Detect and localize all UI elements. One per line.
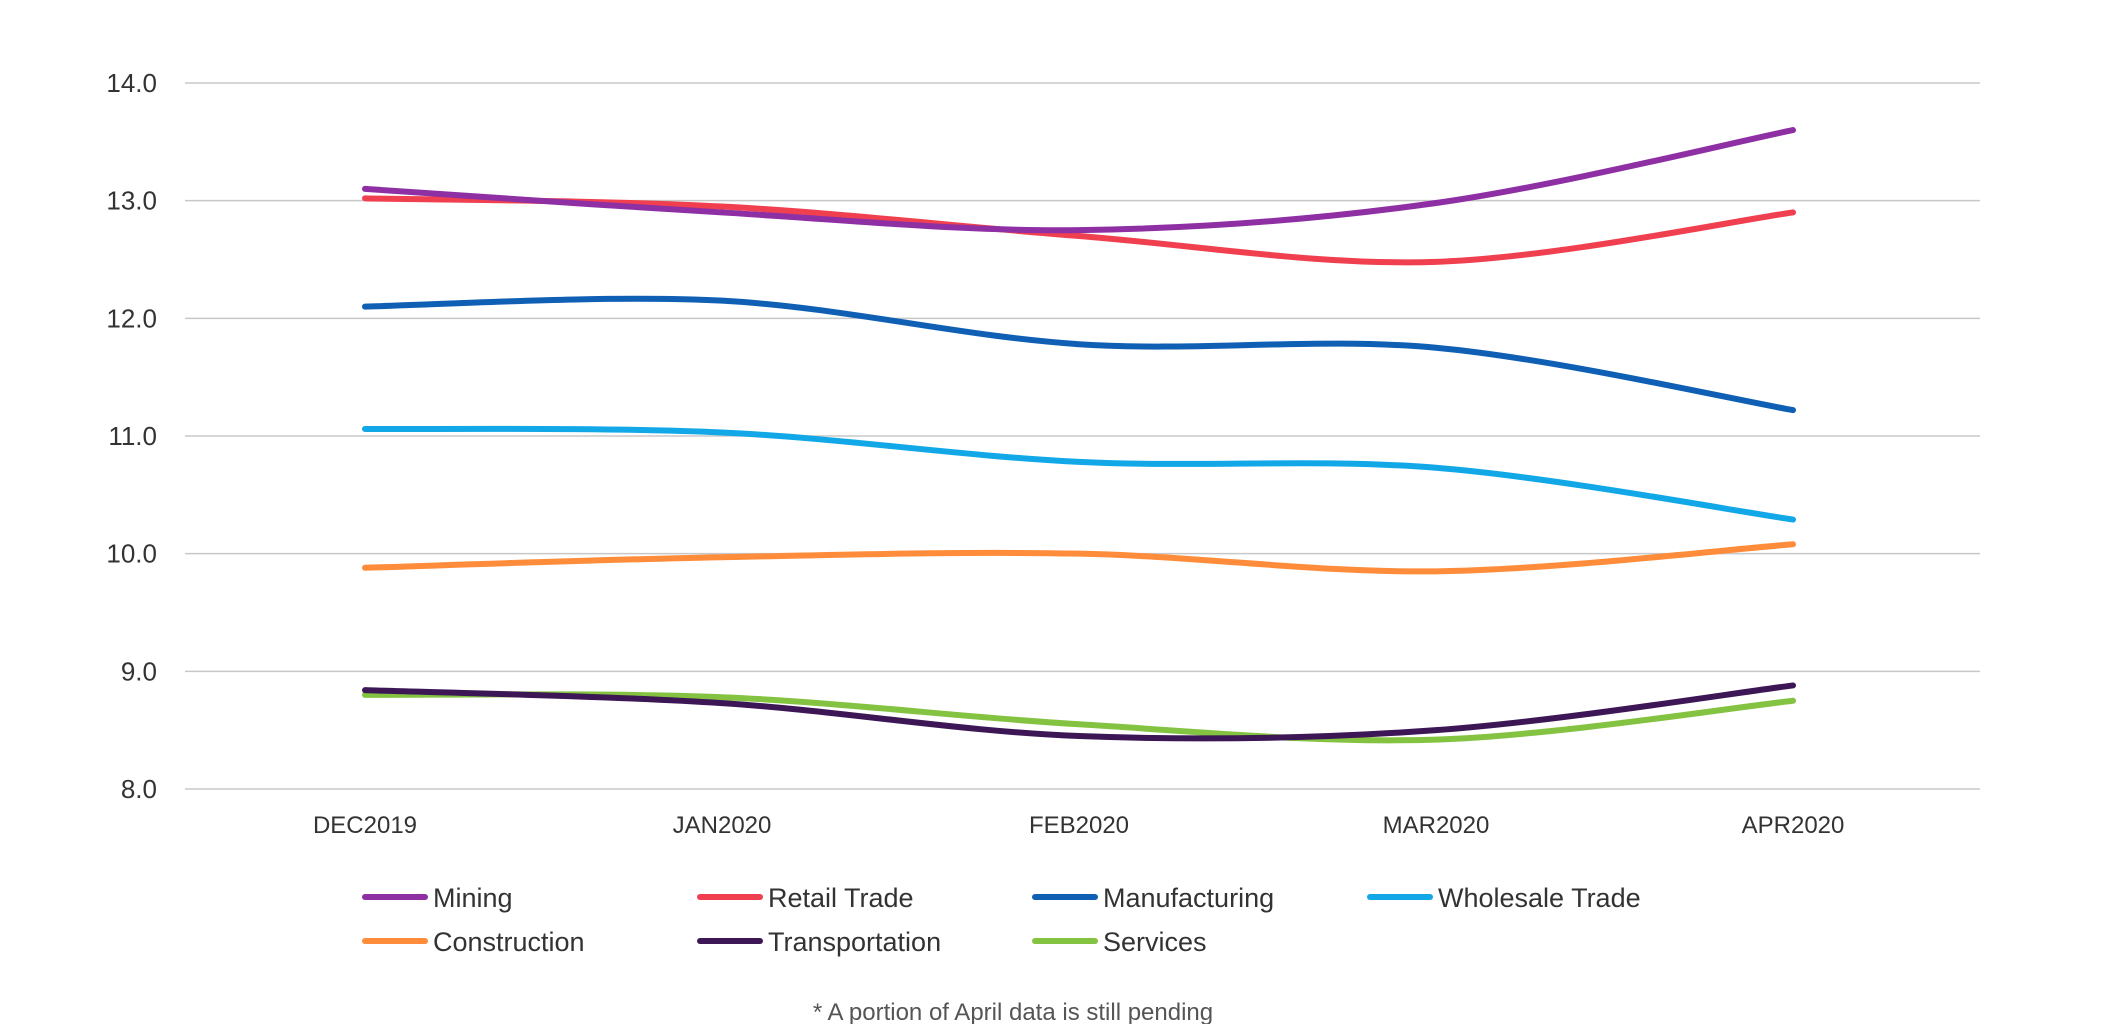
y-tick-label: 10.0 [106,539,157,569]
y-tick-label: 13.0 [106,186,157,216]
legend-label: Manufacturing [1103,883,1274,913]
legend-label: Retail Trade [768,883,914,913]
series-line-mining [362,127,1796,234]
legend-label: Mining [433,883,513,913]
gridlines [185,82,1980,790]
series-line-transportation [362,682,1796,742]
legend-label: Wholesale Trade [1438,883,1641,913]
y-tick-label: 14.0 [106,68,157,98]
series-lines [362,127,1796,744]
legend-item: Retail Trade [697,883,914,913]
legend-item: Manufacturing [1032,883,1274,913]
x-tick-label: MAR2020 [1383,812,1490,839]
x-tick-label: APR2020 [1742,812,1845,839]
series-line-construction [362,541,1796,575]
legend-item: Services [1032,927,1207,957]
legend: Mining Retail Trade Manufacturing Wholesale… [362,883,1641,957]
legend-label: Construction [433,927,585,957]
x-axis-tick-labels: DEC2019 JAN2020 FEB2020 MAR2020 APR2020 [313,812,1844,839]
x-tick-label: DEC2019 [313,812,417,839]
y-axis-tick-labels: 8.0 9.0 10.0 11.0 12.0 13.0 14.0 [106,68,157,804]
series-line-wholesale-trade [362,425,1796,523]
legend-label: Services [1103,927,1207,957]
x-tick-label: JAN2020 [673,812,772,839]
x-tick-label: FEB2020 [1029,812,1129,839]
series-line-manufacturing [362,295,1796,414]
y-tick-label: 11.0 [108,421,157,451]
legend-label: Transportation [768,927,941,957]
y-tick-label: 12.0 [106,303,157,333]
legend-item: Transportation [697,927,941,957]
legend-item: Mining [362,883,513,913]
footnote: * A portion of April data is still pendi… [813,999,1213,1024]
legend-item: Construction [362,927,585,957]
y-tick-label: 8.0 [121,774,157,804]
legend-item: Wholesale Trade [1367,883,1641,913]
y-tick-label: 9.0 [121,656,157,686]
